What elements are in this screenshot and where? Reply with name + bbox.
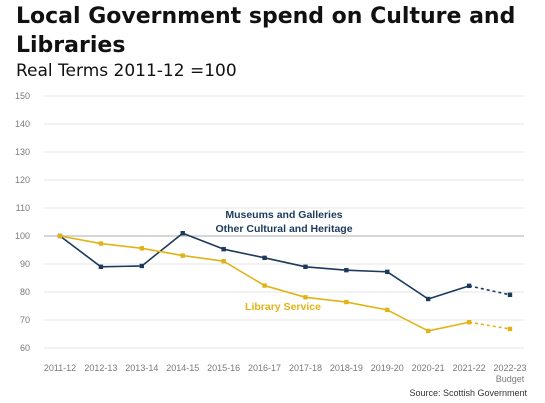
y-tick-label: 60 xyxy=(20,343,30,353)
x-tick-label: 2013-14 xyxy=(125,363,158,373)
chart-subtitle: Real Terms 2011-12 =100 xyxy=(16,61,237,81)
series-label-library: Library Service xyxy=(245,301,321,313)
data-point-library xyxy=(221,259,226,264)
data-point-library xyxy=(303,295,308,300)
y-tick-label: 70 xyxy=(20,315,30,325)
x-tick-label: 2022-23 xyxy=(493,363,526,373)
x-tick-label: 2011-12 xyxy=(44,363,76,373)
data-point-museums xyxy=(221,246,226,252)
x-tick-sublabel: Budget xyxy=(496,374,525,384)
y-tick-label: 140 xyxy=(15,119,30,129)
x-tick-label: 2012-13 xyxy=(84,363,117,373)
x-tick-label: 2017-18 xyxy=(289,363,322,373)
data-point-museums xyxy=(262,255,267,261)
chart-title: Local Government spend on Culture and Li… xyxy=(16,4,516,58)
data-point-museums xyxy=(180,231,185,236)
series-label-museums-line1: Museums and Galleries xyxy=(225,209,342,221)
data-point-library xyxy=(139,246,145,251)
data-point-library xyxy=(344,299,349,305)
x-tick-label: 2018-19 xyxy=(330,363,363,373)
data-point-museums xyxy=(466,283,472,289)
y-tick-label: 130 xyxy=(15,147,30,157)
x-tick-label: 2014-15 xyxy=(166,363,199,373)
data-point-museums xyxy=(507,292,513,297)
x-tick-label: 2021-22 xyxy=(453,363,486,373)
data-point-museums xyxy=(303,264,308,269)
series-lines xyxy=(59,232,511,332)
data-point-library xyxy=(180,253,185,258)
y-tick-label: 80 xyxy=(20,287,30,297)
y-tick-label: 120 xyxy=(15,175,30,185)
y-tick-label: 90 xyxy=(20,259,30,269)
y-tick-label: 100 xyxy=(15,231,30,241)
data-point-museums xyxy=(385,269,390,275)
series-line-museums xyxy=(59,232,470,300)
x-tick-label: 2019-20 xyxy=(371,363,404,373)
data-point-museums xyxy=(425,296,431,302)
x-tick-label: 2016-17 xyxy=(248,363,281,373)
data-point-library xyxy=(98,241,104,246)
data-point-library xyxy=(507,326,513,332)
series-label-museums-line2: Other Cultural and Heritage xyxy=(215,223,352,235)
y-axis: 60 70 80 90 100 110 120 130 140 150 xyxy=(15,91,30,353)
data-point-library xyxy=(385,307,390,313)
data-point-library xyxy=(262,283,267,288)
series-line-museums-projected xyxy=(468,285,511,296)
y-tick-label: 150 xyxy=(15,91,30,101)
data-point-museums xyxy=(344,267,349,273)
data-point-library xyxy=(425,328,431,334)
x-tick-label: 2020-21 xyxy=(412,363,445,373)
source-note: Source: Scottish Government xyxy=(409,388,527,398)
grid-lines xyxy=(44,95,524,349)
data-point-museums xyxy=(139,263,145,269)
data-point-library xyxy=(57,233,63,239)
series-points xyxy=(57,231,513,334)
x-tick-label: 2015-16 xyxy=(207,363,240,373)
data-point-library xyxy=(466,320,472,325)
series-line-library-projected xyxy=(468,321,511,330)
y-tick-label: 110 xyxy=(16,203,30,213)
data-point-museums xyxy=(98,264,104,269)
x-axis: 2011-12 2012-13 2013-14 2014-15 2015-16 2016-… xyxy=(44,363,527,384)
